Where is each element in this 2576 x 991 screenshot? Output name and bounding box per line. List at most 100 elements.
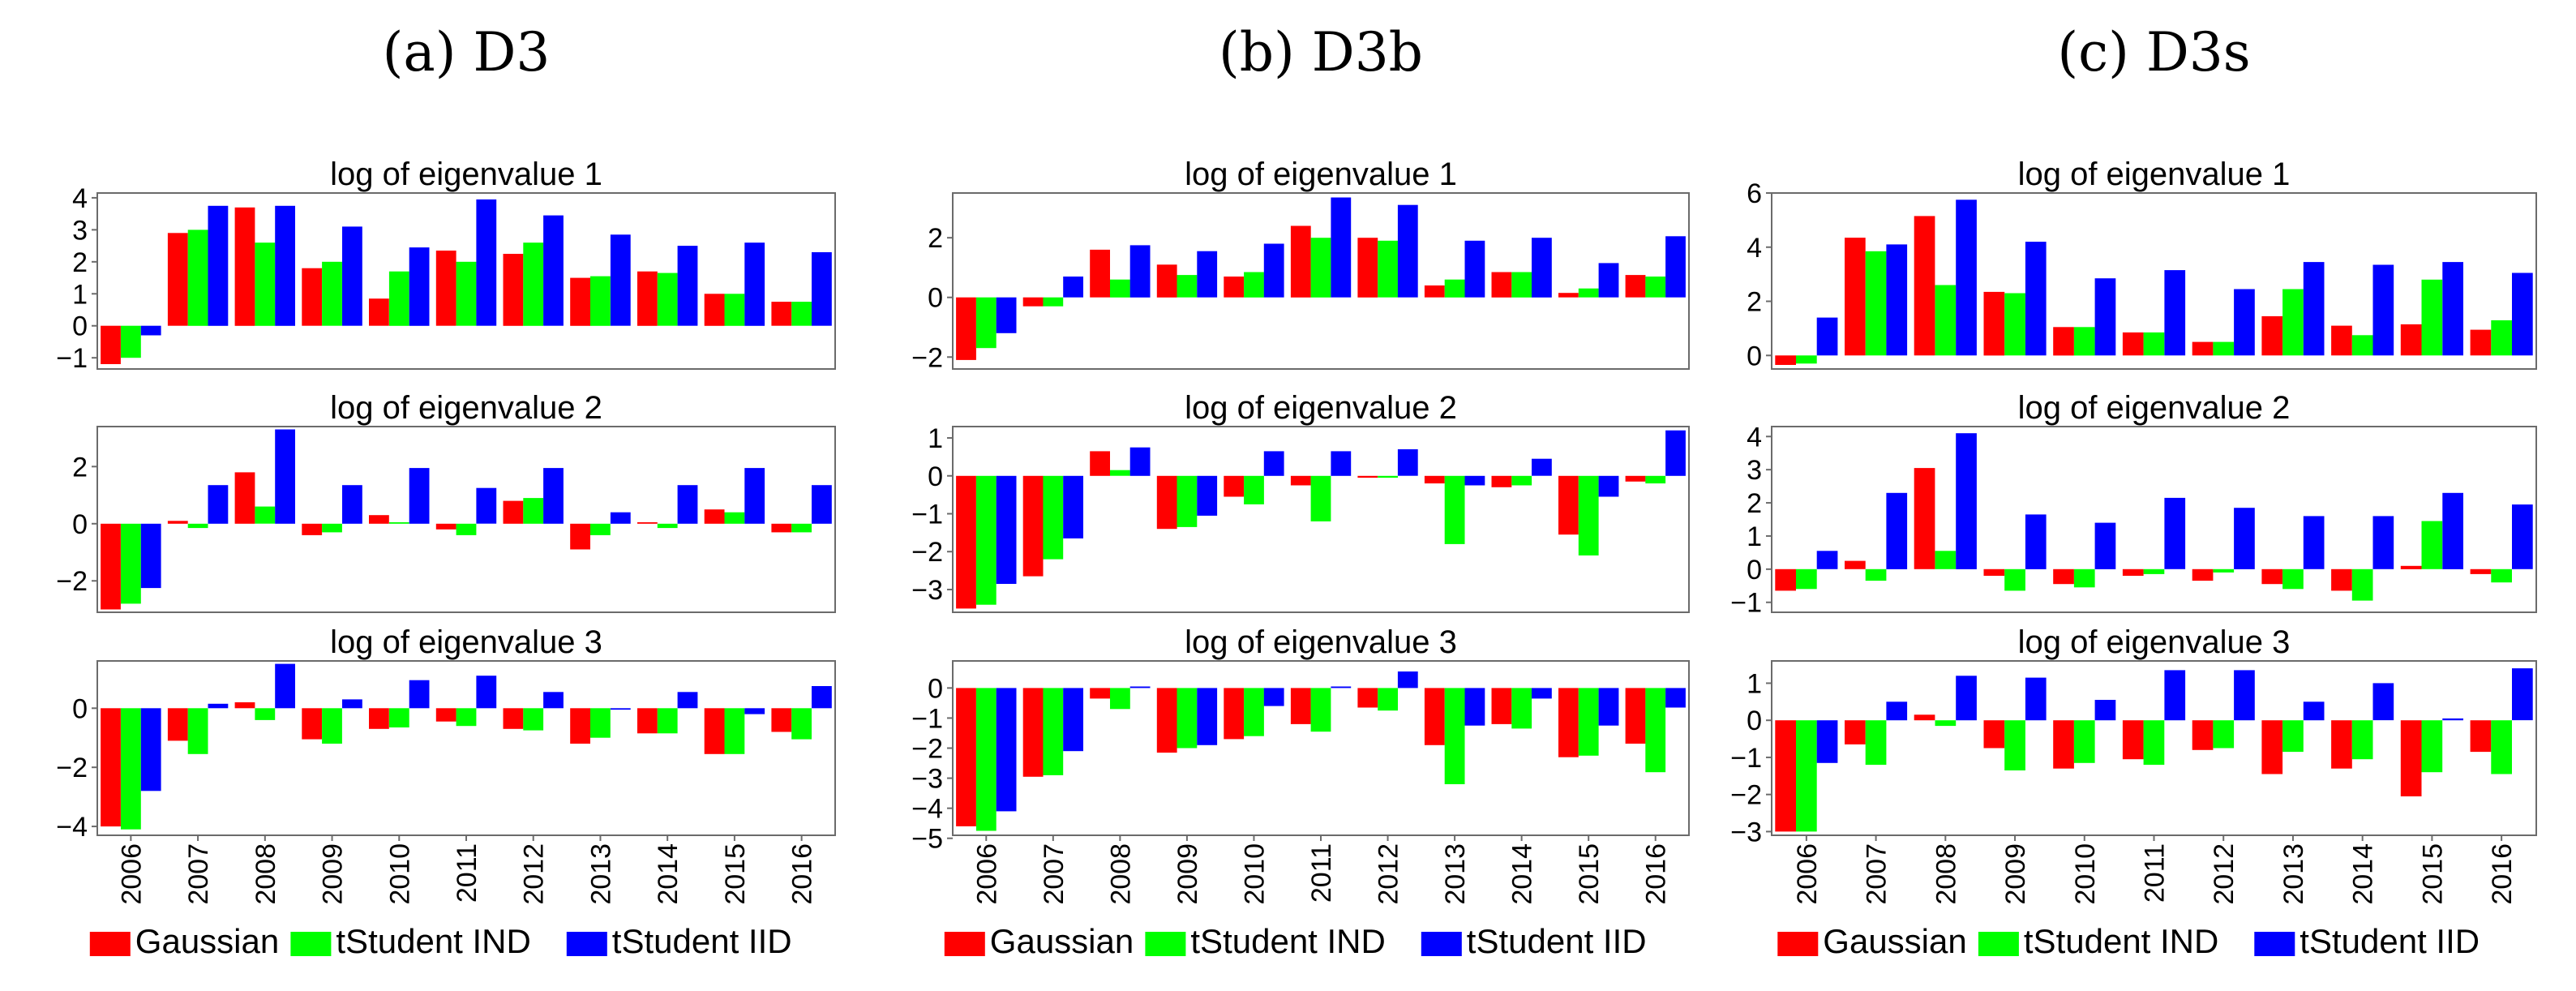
bar-tstudent-ind-2012 — [2213, 568, 2235, 573]
bar-tstudent-ind-2008 — [1110, 279, 1130, 298]
bar-tstudent-iid-2009 — [2025, 514, 2047, 569]
x-tick-label-2015: 2015 — [720, 843, 751, 905]
bar-tstudent-ind-2007 — [1865, 251, 1887, 356]
bar-gaussian-2006 — [101, 708, 121, 827]
bar-gaussian-2007 — [167, 521, 188, 524]
x-tick-label-2007: 2007 — [1039, 843, 1069, 905]
bar-gaussian-2012 — [503, 254, 524, 326]
bar-tstudent-ind-2011 — [456, 523, 477, 535]
bar-gaussian-2013 — [2261, 720, 2283, 774]
bar-tstudent-iid-2013 — [2303, 516, 2325, 569]
panel-title: (c) D3s — [2057, 21, 2250, 84]
bar-tstudent-iid-2011 — [1331, 197, 1352, 298]
bar-tstudent-ind-2010 — [1244, 475, 1264, 504]
bar-gaussian-2010 — [369, 708, 389, 729]
y-tick-label: 0 — [72, 693, 88, 724]
bar-tstudent-ind-2007 — [1043, 475, 1064, 560]
bar-tstudent-ind-2013 — [1444, 475, 1465, 544]
y-tick-label: −4 — [56, 812, 88, 843]
bar-tstudent-iid-2014 — [2372, 264, 2394, 356]
y-tick-label: 2 — [1747, 287, 1762, 318]
bar-tstudent-ind-2015 — [1578, 688, 1599, 756]
legend-swatch-tstudent-iid — [566, 932, 607, 956]
subplot-eigenvalue-1: log of eigenvalue 1 0 2 4 6 — [1747, 157, 2537, 371]
legend-swatch-gaussian — [1777, 932, 1819, 956]
bar-tstudent-iid-2015 — [1598, 263, 1619, 298]
bar-gaussian-2016 — [2470, 720, 2492, 753]
bar-tstudent-iid-2007 — [208, 485, 229, 524]
y-tick-label: −3 — [911, 575, 943, 606]
bar-tstudent-ind-2014 — [1511, 475, 1532, 486]
bar-tstudent-iid-2011 — [476, 487, 497, 524]
bar-gaussian-2012 — [2192, 568, 2214, 581]
bar-tstudent-ind-2008 — [1935, 551, 1957, 569]
bar-tstudent-iid-2012 — [1397, 671, 1418, 689]
bar-gaussian-2008 — [1914, 714, 1935, 721]
subplot-title: log of eigenvalue 3 — [330, 624, 602, 660]
bar-tstudent-ind-2009 — [1177, 688, 1198, 749]
y-tick-label: 0 — [1747, 706, 1762, 736]
bar-gaussian-2010 — [2053, 568, 2074, 585]
y-tick-label: −4 — [911, 794, 943, 825]
bar-tstudent-iid-2007 — [208, 205, 229, 326]
y-tick-label: −2 — [56, 753, 88, 783]
y-tick-label: −3 — [911, 764, 943, 795]
bar-tstudent-iid-2013 — [1464, 475, 1485, 486]
bar-gaussian-2011 — [1290, 688, 1311, 724]
bar-tstudent-iid-2016 — [2512, 504, 2533, 569]
bar-tstudent-ind-2014 — [1511, 688, 1532, 729]
bar-tstudent-iid-2006 — [996, 475, 1017, 584]
x-tick-label-2014: 2014 — [653, 843, 684, 905]
bar-tstudent-iid-2011 — [1331, 686, 1352, 689]
bar-tstudent-iid-2009 — [2025, 677, 2047, 721]
x-tick-label-2007: 2007 — [1862, 843, 1892, 905]
y-tick-label: −1 — [911, 499, 943, 530]
bar-tstudent-ind-2014 — [657, 523, 678, 529]
bar-gaussian-2010 — [1224, 277, 1245, 298]
bar-gaussian-2006 — [956, 297, 976, 360]
bar-gaussian-2012 — [1357, 475, 1378, 478]
bar-gaussian-2011 — [1290, 225, 1311, 298]
bar-tstudent-ind-2008 — [255, 506, 276, 524]
bar-tstudent-ind-2016 — [1645, 475, 1666, 484]
bar-gaussian-2013 — [1424, 688, 1445, 745]
legend-swatch-gaussian — [944, 932, 985, 956]
subplot-title: log of eigenvalue 1 — [1185, 157, 1457, 192]
bar-tstudent-ind-2015 — [724, 294, 745, 326]
bar-tstudent-iid-2006 — [996, 297, 1017, 333]
bar-gaussian-2012 — [2192, 341, 2214, 356]
bar-tstudent-ind-2012 — [1378, 240, 1398, 298]
bar-tstudent-ind-2009 — [1177, 275, 1198, 298]
bar-gaussian-2012 — [503, 708, 524, 729]
bar-tstudent-ind-2015 — [724, 708, 745, 754]
bar-tstudent-iid-2006 — [1816, 317, 1838, 356]
plot-frame — [96, 426, 836, 613]
bar-tstudent-iid-2016 — [1665, 236, 1686, 298]
bar-gaussian-2014 — [637, 522, 658, 524]
bar-tstudent-ind-2011 — [1310, 238, 1331, 298]
x-tick-label-2006: 2006 — [1792, 843, 1823, 905]
bar-gaussian-2007 — [1022, 297, 1044, 307]
bar-gaussian-2013 — [1424, 475, 1445, 484]
x-tick-label-2008: 2008 — [1105, 843, 1136, 905]
y-tick-label: 0 — [72, 311, 88, 342]
bar-tstudent-iid-2007 — [1886, 492, 1908, 569]
bar-tstudent-iid-2016 — [1665, 430, 1686, 476]
subplot-title: log of eigenvalue 2 — [2018, 390, 2291, 426]
bar-gaussian-2013 — [1424, 285, 1445, 298]
panel-title: (a) D3 — [383, 21, 551, 84]
bar-gaussian-2011 — [435, 251, 456, 326]
bar-tstudent-iid-2010 — [409, 468, 430, 524]
plot-frame — [1771, 426, 2537, 613]
subplot-title: log of eigenvalue 1 — [330, 157, 602, 192]
bar-tstudent-iid-2016 — [812, 252, 832, 326]
x-tick-label-2016: 2016 — [787, 843, 818, 905]
bar-tstudent-ind-2012 — [2213, 341, 2235, 356]
bar-tstudent-ind-2006 — [1796, 720, 1817, 832]
bar-tstudent-ind-2016 — [2491, 720, 2512, 774]
legend: Gaussian tStudent IND tStudent IID — [89, 922, 792, 960]
subplot-eigenvalue-1: log of eigenvalue 1 −2 0 2 — [911, 157, 1690, 373]
x-tick-label-2011: 2011 — [452, 843, 482, 903]
x-tick-label-2013: 2013 — [1440, 843, 1471, 905]
